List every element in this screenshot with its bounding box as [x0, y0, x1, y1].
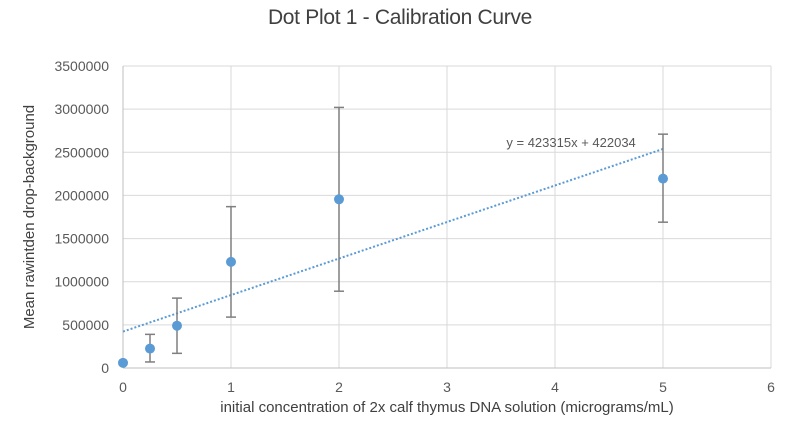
data-point-marker	[145, 343, 155, 354]
y-tick-label: 1500000	[54, 231, 109, 247]
x-tick-label: 4	[551, 379, 559, 395]
x-tick-label: 3	[443, 379, 451, 395]
y-tick-label: 1000000	[54, 274, 109, 290]
data-point-marker	[226, 256, 236, 267]
y-axis-ticks: 0 500000 1000000 1500000 2000000 2500000 30000…	[54, 58, 109, 376]
y-tick-label: 2500000	[54, 144, 109, 160]
x-tick-label: 2	[335, 379, 343, 395]
y-tick-label: 3000000	[54, 101, 109, 117]
x-tick-label: 5	[659, 379, 667, 395]
x-tick-label: 1	[227, 379, 235, 395]
data-point-marker	[118, 357, 128, 368]
x-tick-label: 6	[767, 379, 775, 395]
trendline-equation: y = 423315x + 422034	[506, 135, 635, 150]
data-points	[118, 173, 668, 368]
y-tick-label: 500000	[62, 317, 109, 333]
y-tick-label: 2000000	[54, 187, 109, 203]
data-point-marker	[658, 173, 668, 184]
x-axis-label: initial concentration of 2x calf thymus …	[220, 399, 674, 416]
x-tick-label: 0	[119, 379, 127, 395]
x-axis-ticks: 0 1 2 3 4 5 6	[119, 379, 775, 395]
y-tick-label: 0	[101, 360, 109, 376]
trendline-equation-label: y = 423315x + 422034	[506, 135, 635, 150]
gridlines	[122, 65, 772, 369]
chart-title: Dot Plot 1 - Calibration Curve	[267, 6, 533, 29]
data-point-marker	[172, 320, 182, 331]
data-point-marker	[334, 194, 344, 205]
trendline-path	[122, 148, 664, 333]
trendline	[122, 148, 664, 333]
y-tick-label: 3500000	[54, 58, 109, 74]
